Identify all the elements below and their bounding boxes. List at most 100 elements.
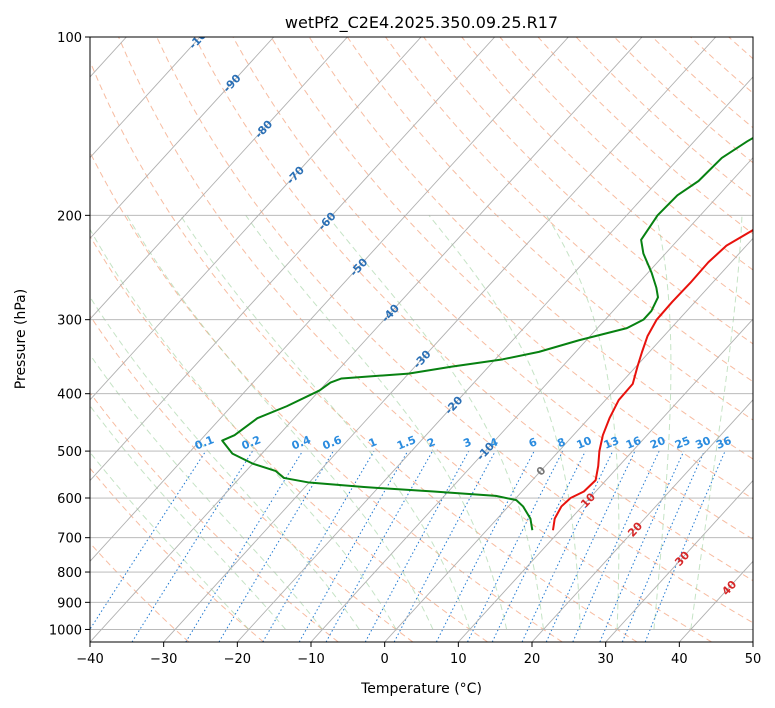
mixing-ratio-line xyxy=(185,450,303,642)
dry-adiabat-line xyxy=(690,37,753,94)
dry-adiabat-line xyxy=(156,37,753,624)
mixing-ratio-label: 30 xyxy=(693,434,712,452)
mixing-ratio-line xyxy=(491,450,586,642)
x-tick-label: −10 xyxy=(297,652,324,667)
x-tick-label: 40 xyxy=(671,652,688,667)
plot-area: -100-90-80-70-60-50-40-30-20-10010203040… xyxy=(90,37,775,642)
x-tick-label: 30 xyxy=(597,652,614,667)
sounding-series xyxy=(221,136,753,531)
x-tick-label: 20 xyxy=(524,652,541,667)
mixing-ratio-lines xyxy=(90,450,726,642)
isotherm-line xyxy=(752,641,753,642)
moist-adiabat-line xyxy=(126,215,434,630)
x-axis-label: Temperature (°C) xyxy=(360,681,482,697)
mixing-ratio-line xyxy=(644,450,726,642)
dry-adiabat-line xyxy=(728,37,753,60)
y-axis-label: Pressure (hPa) xyxy=(13,289,29,389)
dry-adiabat-line xyxy=(575,37,753,199)
isotherm-line xyxy=(90,37,422,401)
x-tick-label: 50 xyxy=(745,652,762,667)
mixing-ratio-label: 8 xyxy=(555,435,567,450)
dry-adiabat-line xyxy=(346,37,753,421)
y-tick-label: 300 xyxy=(57,314,82,329)
moist-adiabat-line xyxy=(90,451,250,630)
mixing-ratio-line xyxy=(90,450,207,631)
y-tick-label: 900 xyxy=(57,596,82,611)
isotherm-line xyxy=(163,37,717,642)
isotherm-line xyxy=(90,37,201,159)
dry-adiabat-line xyxy=(270,37,753,500)
mixing-ratio-label: 6 xyxy=(527,435,539,450)
isotherm-line xyxy=(458,318,753,642)
mixing-ratio-line xyxy=(262,450,375,642)
dry-adiabat-line xyxy=(461,37,753,308)
isotherm-line xyxy=(605,479,753,642)
dry-adiabat-line xyxy=(232,37,753,540)
mixing-ratio-label: 0.4 xyxy=(290,433,313,452)
y-tick-label: 400 xyxy=(57,388,82,403)
isotherm-line xyxy=(90,37,496,482)
isobars xyxy=(90,37,753,630)
dry-adiabat-line xyxy=(90,391,339,642)
isotherm-line xyxy=(90,37,643,642)
y-tick-label: 100 xyxy=(57,31,82,46)
mixing-ratio-label: 36 xyxy=(714,434,733,452)
mixing-ratio-label: 3 xyxy=(461,435,473,450)
mixing-ratio-label: 2 xyxy=(425,435,437,450)
mixing-ratio-line xyxy=(467,450,564,642)
x-tick-label: 0 xyxy=(381,652,389,667)
mixing-ratio-label: 0.1 xyxy=(193,433,216,452)
mixing-ratio-line xyxy=(545,450,636,642)
dry-adiabat-line xyxy=(90,60,638,642)
y-tick-label: 1000 xyxy=(49,623,82,638)
isotherms xyxy=(90,37,753,642)
mixing-ratio-line xyxy=(393,450,496,642)
mixing-ratio-label: 20 xyxy=(648,434,667,452)
mixing-ratio-label: 1.5 xyxy=(395,433,418,452)
temperature-line xyxy=(551,228,753,531)
dry-adiabats xyxy=(90,37,775,642)
moist-adiabats xyxy=(90,215,743,630)
isotherm-line xyxy=(90,37,348,320)
mixing-ratio-line xyxy=(218,450,334,642)
mixing-ratio-label: 10 xyxy=(575,434,594,452)
y-tick-label: 200 xyxy=(57,209,82,224)
mixing-ratio-label: 13 xyxy=(602,434,621,452)
dry-adiabat-line xyxy=(767,37,775,642)
dry-adiabat-line xyxy=(90,542,190,642)
x-tick-label: −40 xyxy=(76,652,103,667)
moist-adiabat-line xyxy=(179,215,471,630)
mixing-ratio-label: 0.6 xyxy=(321,433,344,452)
moist-adiabat-line xyxy=(428,215,581,630)
mixing-ratio-line xyxy=(364,450,470,642)
chart-title: wetPf2_C2E4.2025.350.09.25.R17 xyxy=(285,13,558,33)
isotherm-line xyxy=(310,156,753,642)
isotherm-line xyxy=(237,76,753,642)
mixing-ratio-line xyxy=(599,450,685,642)
dewpoint-line xyxy=(221,136,753,531)
mixing-ratio-line xyxy=(621,450,705,642)
isotherm-line xyxy=(90,37,275,240)
x-tick-label: −20 xyxy=(224,652,251,667)
mixing-ratio-line xyxy=(521,450,614,642)
isotherm-line xyxy=(384,237,753,642)
mixing-ratio-line xyxy=(572,450,660,642)
x-axis-ticks: −40 −30 −20 −10 0 10 20 30 40 50 xyxy=(76,642,761,667)
dry-adiabat-line xyxy=(90,314,414,642)
mixing-ratio-label: 16 xyxy=(624,434,643,452)
dry-adiabat-line xyxy=(194,37,753,582)
mixing-ratio-label: 1 xyxy=(367,435,379,450)
x-tick-label: −30 xyxy=(150,652,177,667)
y-axis-ticks: 1000 900 800 700 600 500 400 300 200 100 xyxy=(49,31,90,638)
y-tick-label: 500 xyxy=(57,445,82,460)
dry-adiabat-line xyxy=(537,37,753,235)
isotherm-line xyxy=(531,399,753,642)
y-tick-label: 800 xyxy=(57,566,82,581)
isotherm-line xyxy=(90,37,569,562)
y-tick-label: 600 xyxy=(57,492,82,507)
dry-adiabat-line xyxy=(90,467,264,642)
dry-adiabat-line xyxy=(308,37,753,460)
dry-adiabat-line xyxy=(90,235,488,642)
